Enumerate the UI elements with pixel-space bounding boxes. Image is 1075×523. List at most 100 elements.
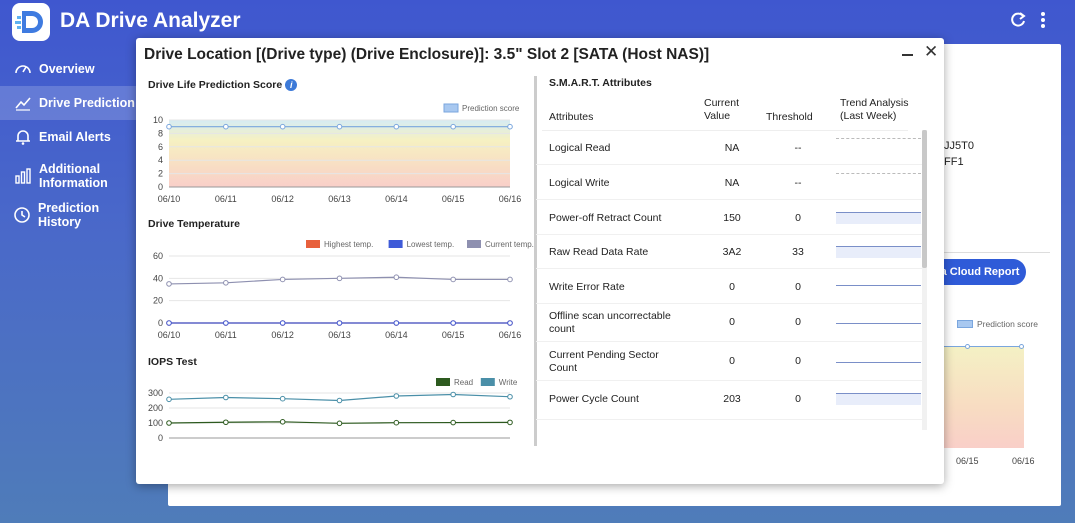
y-tick-label: 6 xyxy=(158,142,163,152)
drive-serial-text: FF1 xyxy=(944,156,964,168)
data-point xyxy=(166,396,172,403)
data-point xyxy=(279,419,286,425)
legend-swatch xyxy=(388,240,403,248)
trend-sparkline xyxy=(836,323,921,324)
legend-label: Write xyxy=(499,378,518,387)
trend-sparkline xyxy=(836,285,921,286)
da-logo-icon xyxy=(15,11,43,33)
sidebar-item-label: Drive Prediction xyxy=(39,96,135,110)
y-tick-label: 2 xyxy=(158,169,163,179)
iops-chart-title: IOPS Test xyxy=(148,356,197,368)
cloud-report-button[interactable]: a Cloud Report xyxy=(934,259,1026,285)
threshold-value: -- xyxy=(794,142,802,154)
bar-chart-icon xyxy=(13,166,33,186)
data-point xyxy=(450,320,456,326)
current-value: 3A2 xyxy=(722,246,742,258)
threshold-value: 0 xyxy=(795,355,801,367)
app-logo xyxy=(12,3,50,41)
legend-swatch xyxy=(467,240,481,248)
threshold-value: 33 xyxy=(792,246,804,258)
x-tick-label: 06/15 xyxy=(442,330,465,340)
attribute-name: Raw Read Data Rate xyxy=(549,246,649,258)
x-tick-label: 06/11 xyxy=(215,194,237,204)
refresh-icon[interactable] xyxy=(1008,10,1028,35)
prediction-line xyxy=(944,346,1024,347)
data-point xyxy=(336,123,343,130)
kebab-menu-icon[interactable] xyxy=(1036,10,1050,35)
data-point xyxy=(507,276,513,283)
legend-label: Highest temp. xyxy=(324,240,373,249)
data-point xyxy=(166,123,172,130)
attribute-name: Power Cycle Count xyxy=(549,393,639,405)
y-tick-label: 0 xyxy=(158,433,163,443)
x-tick-label: 06/13 xyxy=(328,194,351,204)
threshold-value: 0 xyxy=(795,212,801,224)
x-tick-label: 06/13 xyxy=(328,330,351,340)
column-header-attributes: Attributes xyxy=(549,111,594,123)
sidebar-item-email-alerts[interactable]: Email Alerts xyxy=(0,120,140,154)
threshold-value: -- xyxy=(794,177,802,189)
sidebar-item-drive-prediction[interactable]: Drive Prediction xyxy=(0,86,140,120)
trend-sparkline xyxy=(836,393,921,405)
data-point xyxy=(223,419,229,426)
trend-line-icon xyxy=(13,93,33,113)
scrollbar-thumb[interactable] xyxy=(922,130,927,268)
data-point xyxy=(450,419,456,426)
y-tick-label: 10 xyxy=(153,115,163,125)
data-point xyxy=(507,393,513,400)
data-point xyxy=(279,395,286,402)
data-point xyxy=(336,420,343,427)
data-point xyxy=(393,320,400,326)
column-header-current-value-line1: Current xyxy=(704,97,740,109)
app-title: DA Drive Analyzer xyxy=(60,9,241,32)
attribute-name: Current Pending Sector Count xyxy=(549,349,659,374)
data-point xyxy=(223,123,229,130)
header-divider xyxy=(542,130,908,131)
legend-swatch xyxy=(306,240,320,248)
x-tick-label: 06/12 xyxy=(271,330,294,340)
data-point xyxy=(393,274,400,281)
sidebar-item-overview[interactable]: Overview xyxy=(0,52,140,86)
trend-sparkline xyxy=(836,138,921,156)
gauge-icon xyxy=(13,59,33,79)
data-point xyxy=(336,275,343,282)
y-tick-label: 0 xyxy=(158,318,163,328)
info-icon[interactable]: i xyxy=(285,79,298,92)
y-tick-label: 100 xyxy=(148,418,163,428)
panel-divider[interactable] xyxy=(534,76,537,446)
data-point xyxy=(336,320,343,326)
column-header-threshold: Threshold xyxy=(766,111,813,123)
legend-swatch xyxy=(436,378,450,386)
minimize-icon[interactable] xyxy=(902,48,914,60)
table-row: Write Error Rate 0 0 xyxy=(536,269,922,304)
y-tick-label: 4 xyxy=(158,155,163,165)
attribute-name: Power-off Retract Count xyxy=(549,212,662,224)
x-tick-label: 06/11 xyxy=(215,330,237,340)
close-icon[interactable]: ✕ xyxy=(924,42,939,61)
sidebar-item-prediction-history[interactable]: Prediction History xyxy=(0,198,140,232)
x-tick-label: 06/14 xyxy=(385,330,408,340)
data-point xyxy=(166,420,172,426)
sidebar-item-label: Overview xyxy=(39,62,95,76)
table-row: Logical Write NA -- xyxy=(536,165,922,200)
current-value: 0 xyxy=(729,281,735,293)
column-header-trend-line1: Trend Analysis xyxy=(840,97,909,109)
data-point xyxy=(1019,344,1024,349)
legend-swatch xyxy=(480,378,495,386)
current-value: 150 xyxy=(723,212,741,224)
x-tick-label: 06/16 xyxy=(499,194,522,204)
history-icon xyxy=(13,205,32,225)
current-value: NA xyxy=(724,142,740,154)
life-chart-title: Drive Life Prediction Score i xyxy=(148,79,298,92)
attribute-name: Write Error Rate xyxy=(549,281,625,293)
y-tick-label: 20 xyxy=(153,296,163,306)
data-point xyxy=(166,320,172,326)
data-point xyxy=(450,123,456,130)
legend-label: Lowest temp. xyxy=(407,240,455,249)
sidebar: Overview Drive Prediction Email Alerts A… xyxy=(0,52,140,232)
legend-label: Prediction score xyxy=(977,319,1038,329)
current-value: NA xyxy=(724,177,740,189)
sidebar-item-additional-information[interactable]: Additional Information xyxy=(0,154,140,198)
